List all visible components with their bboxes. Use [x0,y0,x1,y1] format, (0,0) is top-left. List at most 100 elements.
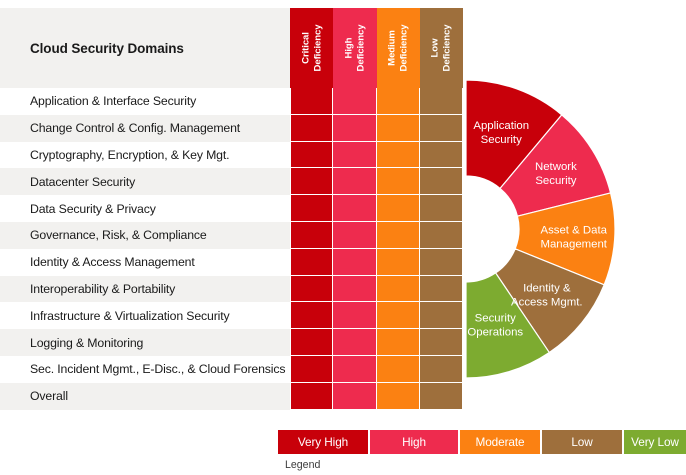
domain-row-label: Sec. Incident Mgmt., E-Disc., & Cloud Fo… [30,362,286,377]
matrix-row [290,195,463,222]
matrix-cell-high [333,88,377,115]
legend-item-label: Very High [297,435,349,449]
legend-item-label: High [402,435,426,449]
header-line-1: Critical [300,32,312,64]
domain-row-label: Identity & Access Management [30,255,195,270]
domain-row-label: Overall [0,382,290,410]
donut-segment[interactable] [465,272,551,379]
matrix-cell-medium [376,302,420,330]
matrix-cell-low [419,141,463,169]
matrix-row [290,168,463,196]
matrix-cell-low [419,382,463,410]
matrix-cell-critical [290,141,334,169]
matrix-cell-low [419,168,463,196]
donut-label-line: Network [535,161,577,173]
donut-label-line: Management [540,239,607,251]
matrix-cell-medium [376,382,420,410]
legend-item[interactable]: Moderate [460,430,542,454]
domain-row-label: Interoperability & Portability [0,275,290,303]
matrix-column-header-low: Low Deficiency [419,8,463,88]
legend-item-label: Low [571,435,593,449]
matrix-cell-critical [290,88,334,115]
matrix-cell-critical [290,114,334,142]
donut-segment-label: Asset & Data Management [540,225,607,251]
matrix-column-header-label: Low Deficiency [430,25,453,72]
donut-label-line: Access Mgmt. [511,296,583,308]
matrix-cell-critical [290,275,334,303]
matrix-cell-low [419,221,463,249]
matrix-row [290,88,463,115]
domain-row-label: Governance, Risk, & Compliance [0,221,290,249]
matrix-cell-low [419,329,463,356]
matrix-cell-critical [290,195,334,222]
donut-label-line: Operations [467,327,523,339]
matrix-cell-low [419,114,463,142]
legend-item-label: Very Low [631,435,679,449]
matrix-cell-high [333,355,377,383]
matrix-row [290,221,463,249]
matrix-cell-high [333,195,377,222]
matrix-column-header-label: Medium Deficiency [387,25,410,72]
matrix-row [290,382,463,410]
matrix-column-header-medium: Medium Deficiency [376,8,420,88]
matrix-cell-high [333,221,377,249]
header-line-1: Medium [386,30,398,66]
matrix-cell-high [333,329,377,356]
domain-label-list: Application & Interface Security Change C… [0,88,290,410]
matrix-column-header-label: Critical Deficiency [300,25,323,72]
domain-row-label: Cryptography, Encryption, & Key Mgt. [30,147,230,162]
matrix-cell-low [419,248,463,276]
legend-swatches: Very High High Moderate Low Very Low [278,430,686,454]
matrix-row [290,248,463,276]
donut-label-line: Asset & Data [540,225,607,237]
donut-segment-label: Security Operations [467,313,523,339]
matrix-cell-high [333,275,377,303]
matrix-cell-medium [376,141,420,169]
header-line-2: Deficiency [311,24,323,72]
legend-caption: Legend [285,459,321,471]
matrix-column-header-critical: Critical Deficiency [290,8,334,88]
matrix-body [290,88,463,410]
donut-label-line: Security [475,313,516,325]
donut-label-line: Identity & [523,282,571,294]
domain-row-label: Datacenter Security [0,168,290,196]
legend-item[interactable]: Very Low [624,430,686,454]
matrix-cell-low [419,355,463,383]
matrix-column-headers: Critical Deficiency High Deficiency Medium De… [290,8,463,88]
legend-item[interactable]: Very High [278,430,370,454]
matrix-row [290,275,463,303]
donut-segment-label: Network Security [535,161,577,187]
matrix-row [290,329,463,356]
matrix-cell-medium [376,221,420,249]
donut-label-line: Security [481,134,522,146]
matrix-cell-critical [290,221,334,249]
matrix-column-header-label: High Deficiency [343,25,366,72]
domain-row-label: Infrastructure & Virtualization Security [30,308,230,323]
matrix-cell-low [419,275,463,303]
matrix-cell-high [333,114,377,142]
domain-row-label: Change Control & Config. Management [0,114,290,142]
matrix-row [290,141,463,169]
header-line-1: High [343,37,355,59]
matrix-cell-medium [376,248,420,276]
matrix-cell-low [419,302,463,330]
header-line-2: Deficiency [441,24,453,72]
table-title-cell: Cloud Security Domains [0,8,290,88]
matrix-cell-high [333,141,377,169]
donut-segment-label: Identity & Access Mgmt. [511,282,583,308]
matrix-cell-medium [376,168,420,196]
matrix-cell-medium [376,114,420,142]
matrix-row [290,355,463,383]
legend-item[interactable]: High [370,430,460,454]
legend-item[interactable]: Low [542,430,624,454]
domain-group-donut-chart: Application Security Network Security Asset … [317,80,617,380]
matrix-cell-low [419,195,463,222]
matrix-cell-medium [376,88,420,115]
deficiency-matrix: Critical Deficiency High Deficiency Medium De… [290,8,463,411]
matrix-cell-medium [376,195,420,222]
page-title: Cloud Security Domains [30,40,184,56]
matrix-cell-high [333,168,377,196]
matrix-cell-medium [376,355,420,383]
matrix-cell-critical [290,355,334,383]
